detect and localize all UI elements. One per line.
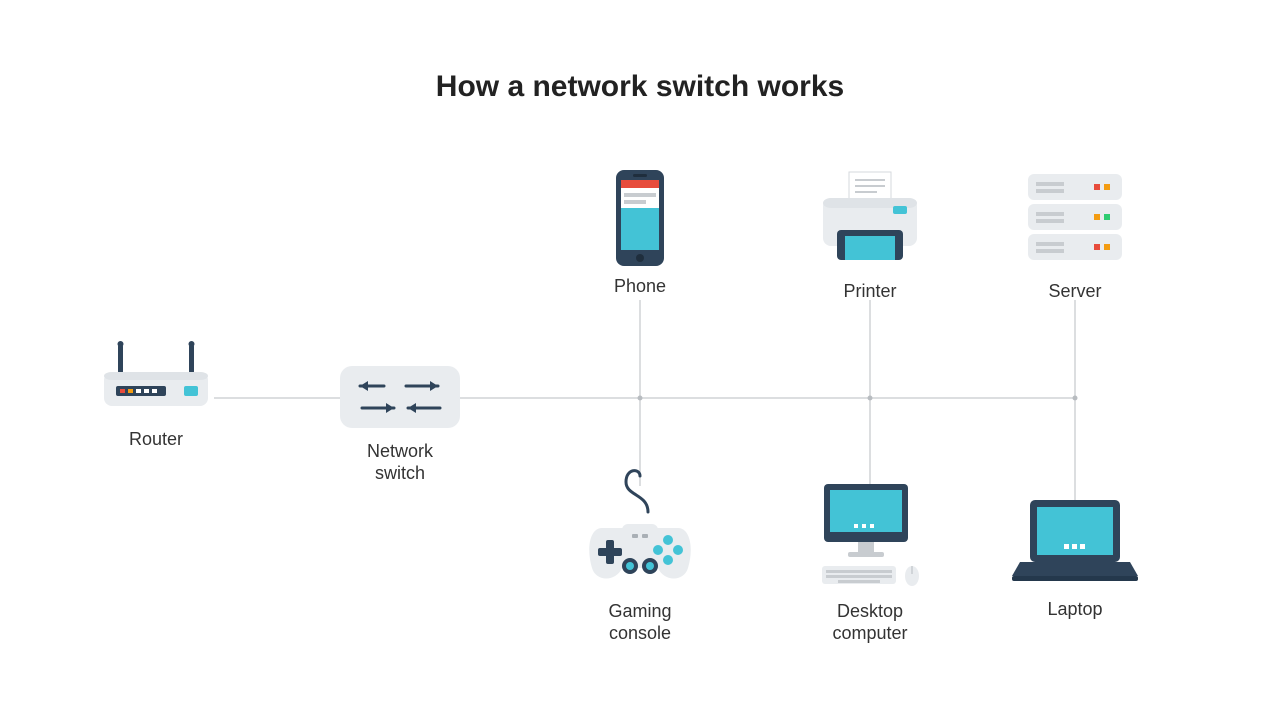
laptop-label: Laptop	[1012, 599, 1138, 621]
node-printer: Printer	[815, 168, 925, 303]
phone-icon	[610, 168, 670, 268]
gaming-label: Gaming console	[582, 601, 698, 644]
server-label: Server	[1022, 281, 1128, 303]
diagram-title: How a network switch works	[0, 70, 1280, 104]
node-server: Server	[1022, 168, 1128, 303]
printer-label: Printer	[815, 281, 925, 303]
gaming-icon	[582, 468, 698, 588]
laptop-icon	[1012, 494, 1138, 586]
node-phone: Phone	[605, 168, 675, 298]
switch-icon	[340, 366, 460, 428]
printer-icon	[815, 168, 925, 268]
server-icon	[1022, 168, 1128, 268]
router-label: Router	[98, 429, 214, 451]
node-gaming: Gaming console	[582, 468, 698, 644]
desktop-label: Desktop computer	[808, 601, 932, 644]
node-desktop: Desktop computer	[808, 478, 932, 644]
router-icon	[98, 338, 214, 416]
diagram-canvas: How a network switch works	[0, 0, 1280, 713]
node-laptop: Laptop	[1012, 494, 1138, 621]
node-switch: Network switch	[340, 366, 460, 484]
node-router: Router	[98, 338, 214, 451]
phone-label: Phone	[605, 276, 675, 298]
desktop-icon	[808, 478, 932, 588]
switch-label: Network switch	[340, 441, 460, 484]
